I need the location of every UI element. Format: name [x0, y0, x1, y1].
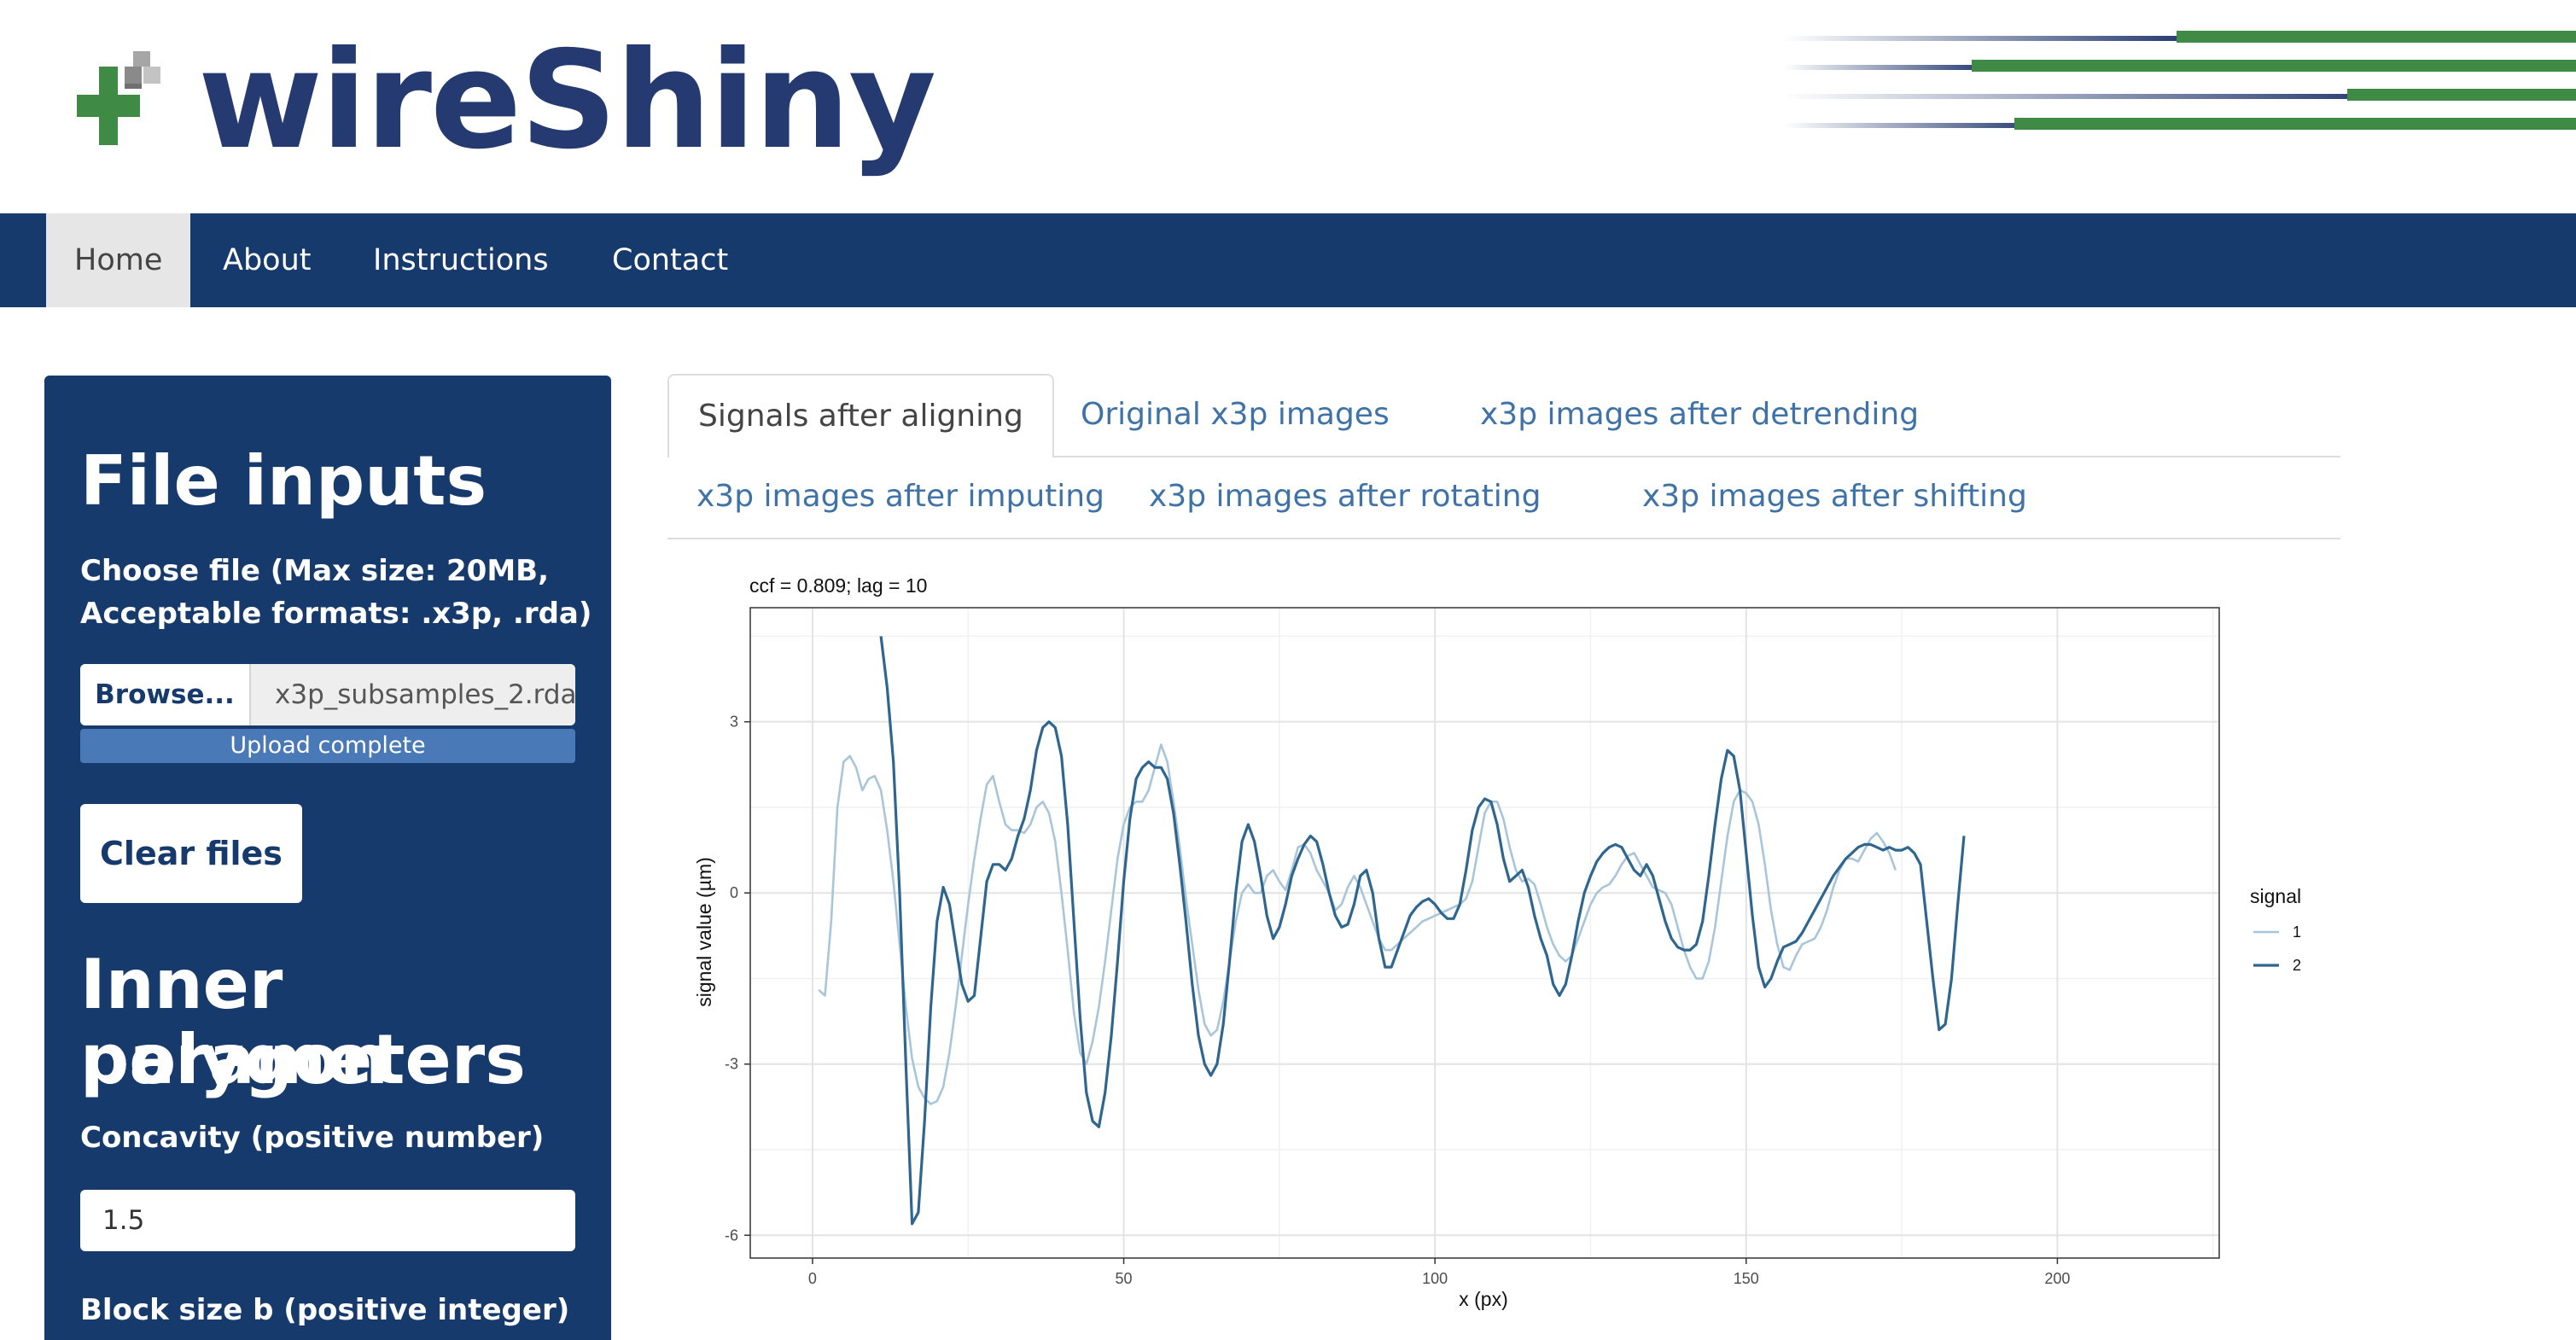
- y-tick-label: 0: [730, 884, 738, 901]
- x-tick-label: 50: [1116, 1270, 1133, 1287]
- tab-x3p-after-shifting[interactable]: x3p images after shifting: [1642, 479, 2027, 514]
- chart-panel-border: [749, 607, 2220, 1259]
- x-tick-label: 200: [2044, 1270, 2070, 1287]
- y-tick-label: -6: [725, 1226, 738, 1244]
- chart-y-axis-label: signal value (µm): [693, 857, 715, 1007]
- x-tick-label: 150: [1734, 1270, 1759, 1287]
- tab-x3p-after-detrending[interactable]: x3p images after detrending: [1480, 397, 1920, 432]
- chart-x-axis-label: x (px): [1459, 1288, 1508, 1310]
- signals-chart: ccf = 0.809; lag = 10 x (px) signal valu…: [693, 574, 2301, 1310]
- choose-file-label-line2: Acceptable formats: .x3p, .rda): [80, 597, 592, 631]
- nav-instructions[interactable]: Instructions: [373, 243, 549, 277]
- tabs-row-2: x3p images after imputing x3p images aft…: [667, 456, 2340, 538]
- nav-home[interactable]: Home: [46, 213, 191, 307]
- y-tick-label: 3: [730, 714, 738, 731]
- brand-name: wireShiny: [198, 22, 936, 179]
- x-tick-label: 100: [1422, 1270, 1448, 1287]
- series-line-2: [879, 636, 1966, 1226]
- chart-grid: [750, 608, 2219, 1258]
- tabs-divider-top: [1052, 456, 2340, 457]
- logo-icon: [77, 51, 160, 145]
- block-size-label: Block size b (positive integer): [80, 1293, 570, 1327]
- concavity-label: Concavity (positive number): [80, 1121, 545, 1155]
- tab-x3p-after-imputing[interactable]: x3p images after imputing: [696, 479, 1104, 514]
- chart-legend: signal 1 2: [2250, 885, 2301, 974]
- y-tick-label: -3: [725, 1056, 738, 1073]
- tab-x3p-after-rotating[interactable]: x3p images after rotating: [1149, 479, 1542, 514]
- decorative-stripes: [1784, 31, 2576, 130]
- sidebar-panel: File inputs Choose file (Max size: 20MB,…: [44, 376, 611, 1340]
- legend-label-1: 1: [2293, 923, 2301, 941]
- tabs-row-1: Signals after aligning Original x3p imag…: [667, 374, 2340, 457]
- x-tick-label: 0: [808, 1270, 817, 1287]
- concavity-input[interactable]: 1.5: [80, 1190, 575, 1251]
- legend-title: signal: [2250, 885, 2301, 907]
- inner-polygon-title-line2: parameters: [80, 1020, 526, 1099]
- choose-file-label-line1: Choose file (Max size: 20MB,: [80, 554, 549, 588]
- browse-button[interactable]: Browse...: [80, 664, 251, 725]
- chart-title: ccf = 0.809; lag = 10: [749, 574, 927, 597]
- tab-signals-after-aligning[interactable]: Signals after aligning: [667, 374, 1054, 457]
- tab-original-x3p-images[interactable]: Original x3p images: [1081, 397, 1390, 432]
- main-navbar: Home About Instructions Contact: [0, 213, 2576, 307]
- nav-about[interactable]: About: [223, 243, 312, 277]
- chart-ticks: 0 50 100 150 200 -6 -3 0 3: [725, 714, 2070, 1287]
- tabs-divider-bottom: [667, 538, 2340, 539]
- file-name-field[interactable]: x3p_subsamples_2.rda: [251, 664, 575, 725]
- inner-polygon-title-line1: Inner polygon: [80, 945, 388, 1099]
- file-inputs-title: File inputs: [80, 441, 487, 521]
- file-input-group: Browse... x3p_subsamples_2.rda: [80, 664, 575, 725]
- chart-series-group: [818, 636, 1966, 1226]
- legend-label-2: 2: [2293, 957, 2301, 974]
- clear-files-button[interactable]: Clear files: [80, 804, 302, 903]
- upload-progress-bar: Upload complete: [80, 729, 575, 763]
- site-header: wireShiny: [0, 0, 2576, 213]
- nav-contact[interactable]: Contact: [612, 243, 729, 277]
- series-line-1: [818, 743, 1897, 1105]
